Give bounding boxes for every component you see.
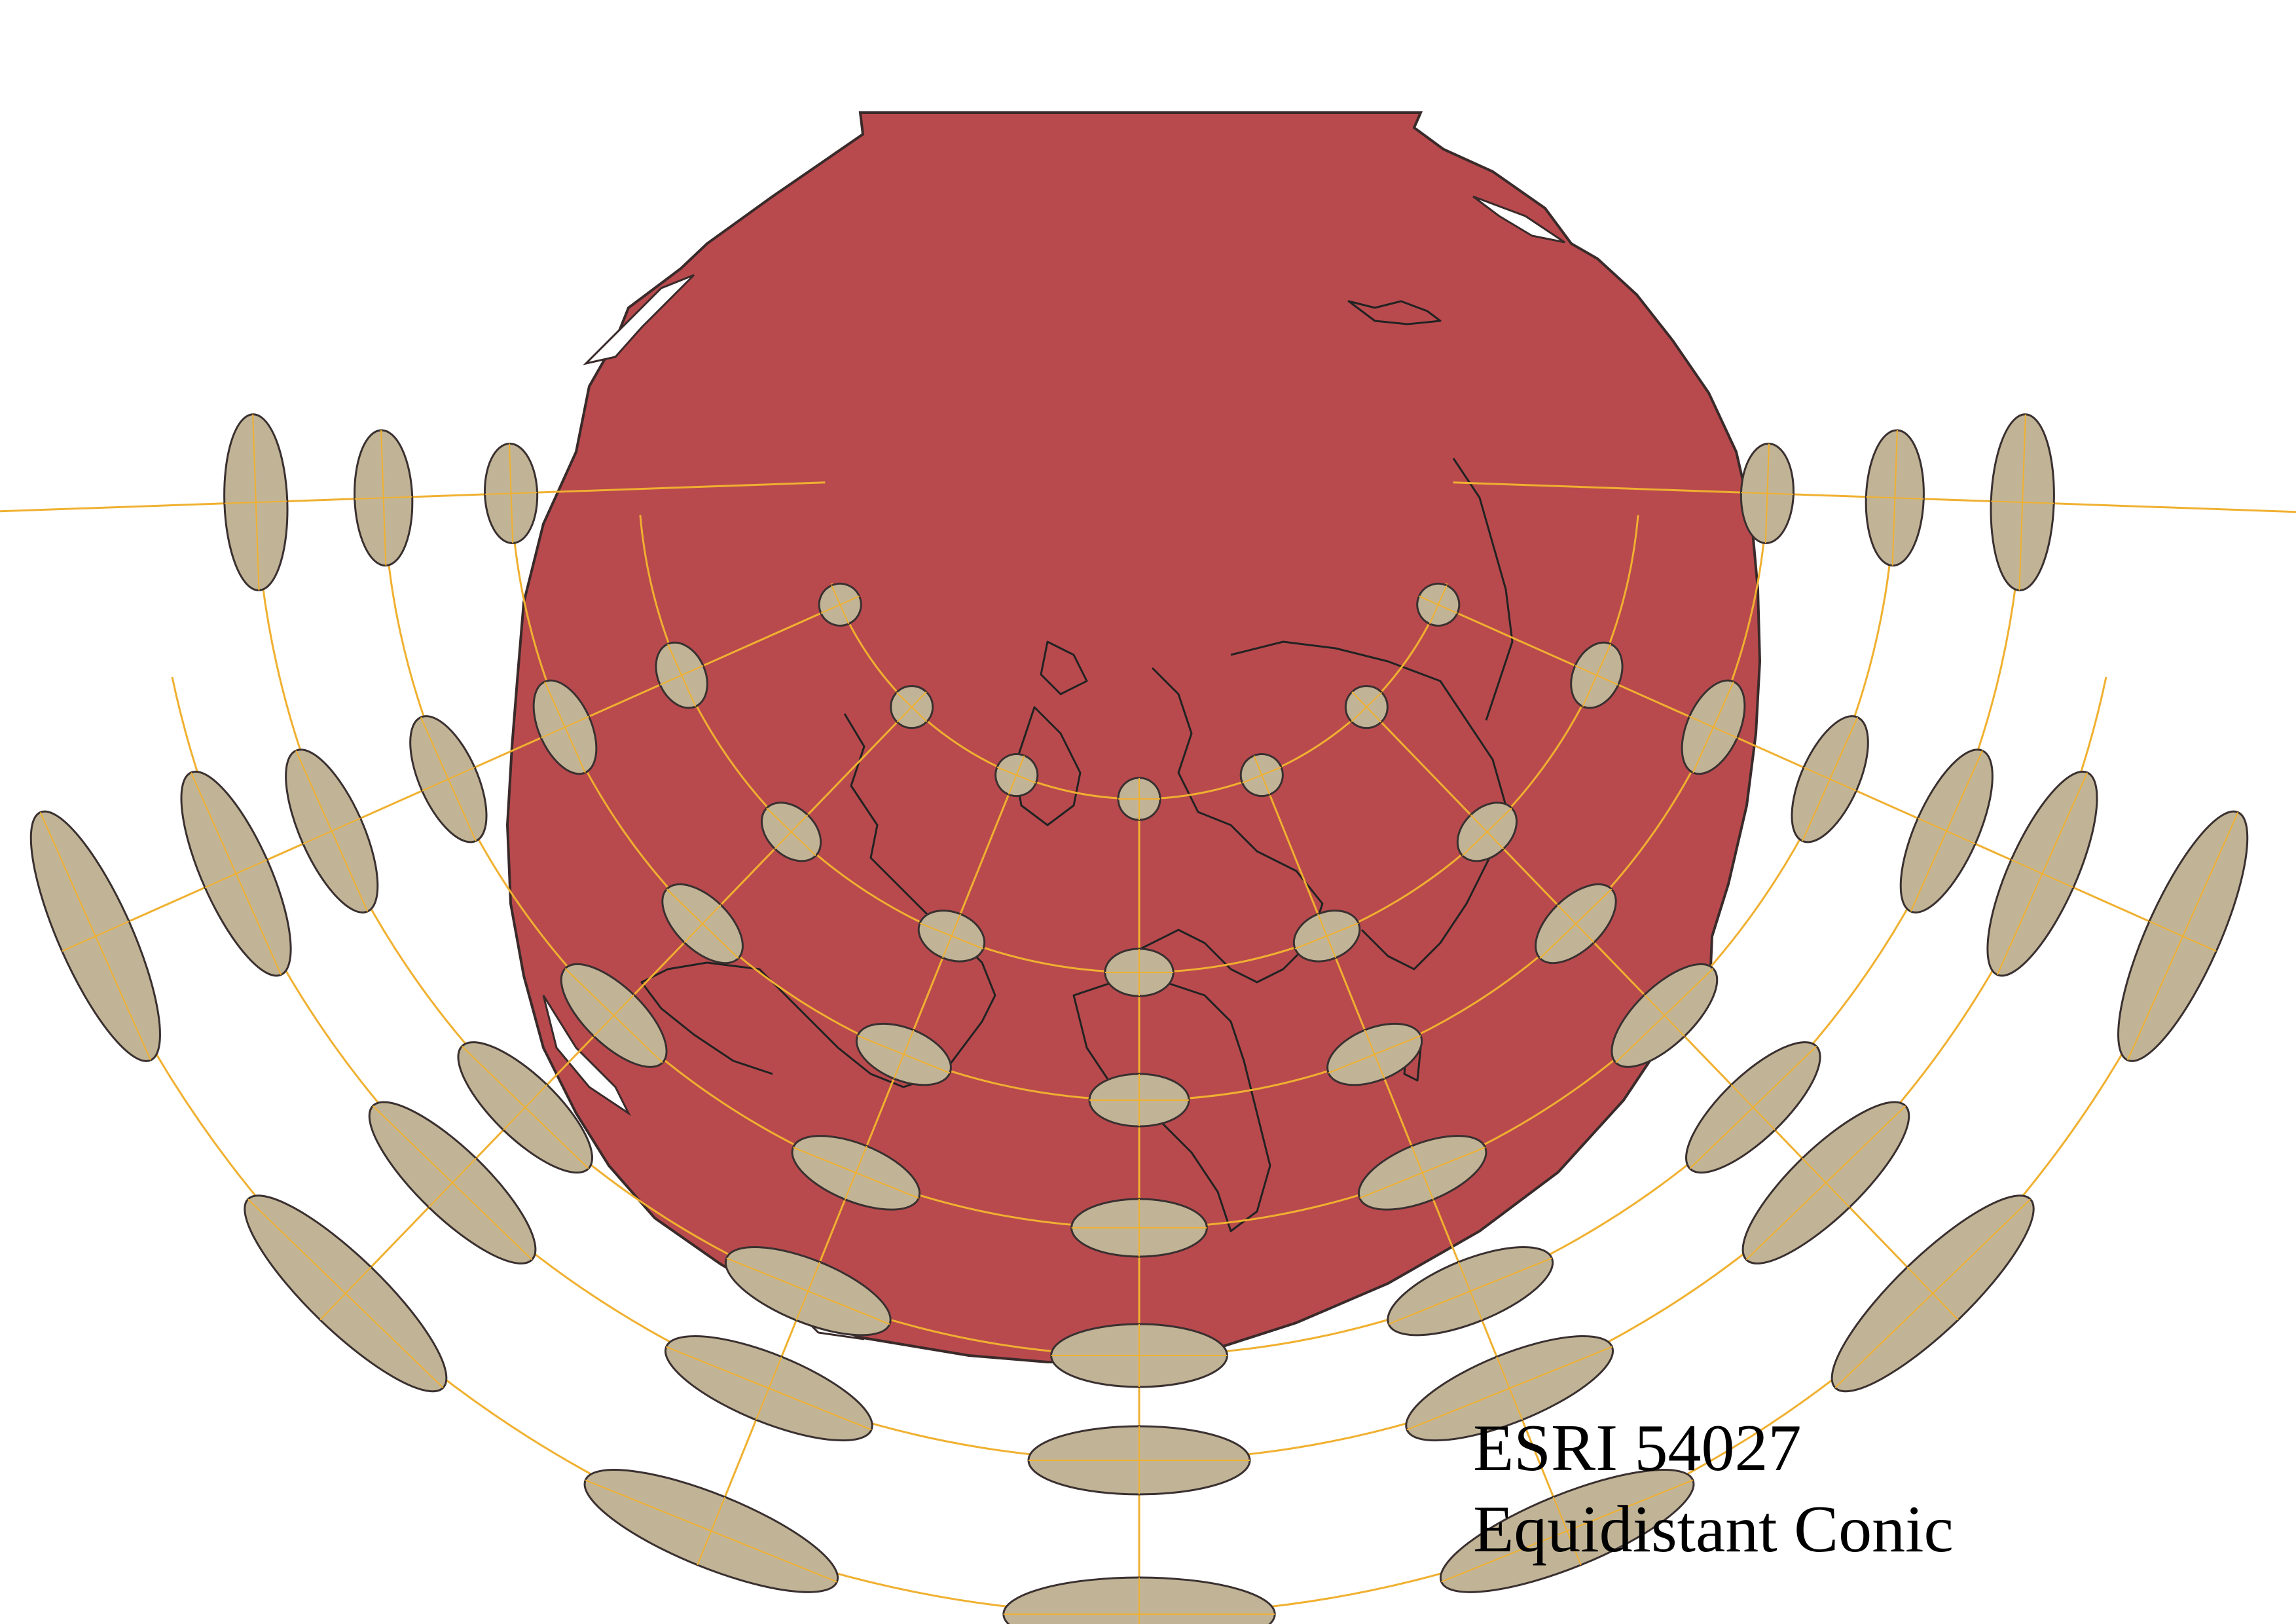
tissot-indicatrix xyxy=(1685,1041,1821,1174)
tissot-indicatrix xyxy=(457,1041,593,1174)
projection-code: ESRI 54027 xyxy=(1473,1411,1802,1485)
tissot-indicatrix xyxy=(1611,963,1719,1068)
coastline-east-asia xyxy=(1452,458,1514,721)
tissot-indicatrix xyxy=(1104,948,1175,997)
coastline-asia xyxy=(1230,640,1507,970)
tissot-indicatrix xyxy=(1344,685,1389,729)
tissot-indicatrix xyxy=(855,1022,952,1086)
tissot-indicatrix xyxy=(1050,1323,1228,1388)
tissot-indicatrix xyxy=(890,685,934,729)
tissot-indicatrix xyxy=(1117,777,1161,821)
tissot-indicatrix xyxy=(655,641,708,709)
tissot-indicatrix xyxy=(409,715,488,843)
coastline-europe xyxy=(1125,667,1324,984)
tissot-indicatrix xyxy=(760,802,822,862)
map-outline xyxy=(505,111,1762,1363)
tissot-indicatrix xyxy=(583,1469,839,1593)
tissot-indicatrix xyxy=(180,770,292,977)
tissot-indicatrix xyxy=(1681,679,1746,775)
tissot-indicatrix xyxy=(285,748,379,913)
projection-name: Equidistant Conic xyxy=(1473,1492,1954,1566)
coastline-arctic-islands xyxy=(1040,640,1088,695)
tissot-indicatrix xyxy=(1387,1246,1554,1337)
tissot-indicatrix xyxy=(29,810,161,1062)
tissot-indicatrix xyxy=(1027,1425,1251,1496)
tissot-indicatrix xyxy=(1239,753,1284,798)
map-caption: ESRI 54027 Equidistant Conic xyxy=(1473,1408,1954,1570)
tissot-indicatrix xyxy=(1986,770,2098,977)
tissot-indicatrix xyxy=(1791,715,1869,843)
tissot-indicatrix xyxy=(354,429,414,567)
tissot-indicatrix xyxy=(1865,429,1925,567)
tissot-indicatrix xyxy=(1292,910,1361,963)
tissot-indicatrix xyxy=(1357,1135,1487,1211)
tissot-indicatrix xyxy=(818,582,862,627)
tissot-indicatrix xyxy=(1831,1194,2035,1393)
tissot-indicatrix xyxy=(1070,1198,1208,1258)
tissot-indicatrix xyxy=(1740,443,1795,544)
tissot-indicatrix xyxy=(1990,413,2055,591)
tissot-indicatrix xyxy=(368,1101,537,1264)
tissot-indicatrix xyxy=(2117,810,2249,1062)
tissot-indicatrix xyxy=(484,443,539,544)
tissot-indicatrix xyxy=(917,910,986,963)
tissot-indicatrix xyxy=(664,1335,873,1442)
tissot-indicatrix xyxy=(1326,1022,1423,1086)
tissot-indicatrix xyxy=(1456,802,1518,862)
tissot-indicatrix xyxy=(532,679,598,775)
tissot-indicatrix xyxy=(244,1194,448,1393)
tissot-indicatrix xyxy=(994,753,1039,798)
tissot-indicatrix xyxy=(1439,1469,1695,1593)
tissot-indicatrix xyxy=(223,413,289,591)
tissot-indicatrix xyxy=(791,1135,921,1211)
edge-notch-right-top xyxy=(1472,195,1565,244)
edge-notch-left-top xyxy=(583,274,695,365)
tissot-indicatrix xyxy=(1002,1576,1276,1624)
tissot-indicatrix xyxy=(560,963,668,1068)
tissot-indicatrix xyxy=(1405,1335,1614,1442)
tissot-indicatrix xyxy=(1088,1073,1190,1128)
tissot-indicatrices xyxy=(29,413,2249,1624)
coastline-northeast xyxy=(1347,300,1442,325)
tissot-indicatrix xyxy=(661,883,744,965)
tissot-indicatrix xyxy=(1570,641,1624,709)
tissot-indicatrix xyxy=(1899,748,1994,913)
edge-notch-left-bottom xyxy=(542,995,631,1116)
tissot-indicatrix xyxy=(1535,883,1617,965)
tissot-indicatrix xyxy=(1741,1101,1910,1264)
tissot-indicatrix xyxy=(1416,582,1461,627)
tissot-indicatrix xyxy=(724,1246,892,1337)
map-extent xyxy=(505,111,1762,1363)
